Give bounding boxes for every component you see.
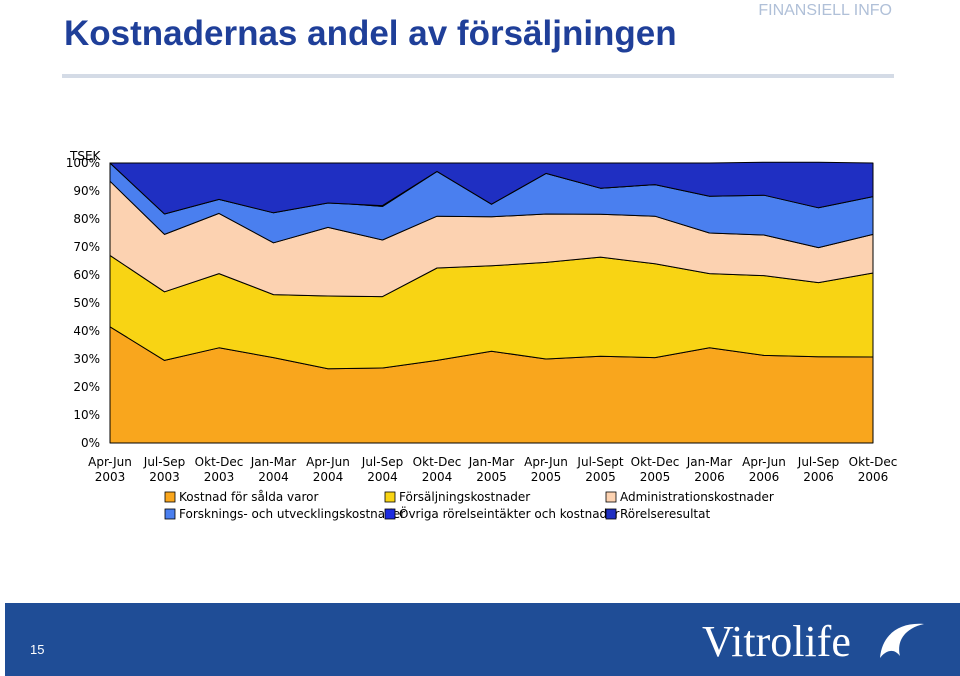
vitrolife-logo: Vitrolife xyxy=(702,617,924,666)
x-tick-label: Jan-Mar 2005 xyxy=(468,455,515,484)
x-tick-label: Jul-Sep 2006 xyxy=(797,455,839,484)
x-tick-label: Okt-Dec 2006 xyxy=(849,455,898,484)
y-tick-label: 70% xyxy=(73,240,100,254)
y-tick-label: 50% xyxy=(73,296,100,310)
y-tick-label: 90% xyxy=(73,184,100,198)
x-tick-label: Okt-Dec 2004 xyxy=(413,455,462,484)
x-tick-label: Apr-Jun 2004 xyxy=(306,455,350,484)
legend-swatch xyxy=(605,508,617,520)
y-tick-label: 60% xyxy=(73,268,100,282)
x-tick-label: Jul-Sept 2005 xyxy=(576,455,623,484)
legend-label: Administrationskostnader xyxy=(620,490,774,504)
x-tick-label: Jan-Mar 2006 xyxy=(686,455,733,484)
legend-label: Rörelseresultat xyxy=(620,507,710,521)
legend-swatch xyxy=(384,491,396,503)
y-tick-label: 100% xyxy=(66,156,100,170)
legend-swatch xyxy=(605,491,617,503)
legend-label: Övriga rörelseintäkter och kostnader xyxy=(399,505,620,521)
x-tick-label: Okt-Dec 2003 xyxy=(195,455,244,484)
y-tick-label: 0% xyxy=(81,436,100,450)
page-title: Kostnadernas andel av försäljningen xyxy=(64,14,677,53)
legend-label: Kostnad för sålda varor xyxy=(179,490,318,504)
y-tick-label: 20% xyxy=(73,380,100,394)
x-tick-label: Okt-Dec 2005 xyxy=(631,455,680,484)
legend-swatch xyxy=(164,491,176,503)
page-number: 15 xyxy=(30,642,45,657)
legend-swatch xyxy=(164,508,176,520)
x-tick-label: Jan-Mar 2004 xyxy=(250,455,297,484)
y-tick-label: 30% xyxy=(73,352,100,366)
legend-swatch xyxy=(384,508,396,520)
title-divider xyxy=(62,74,894,78)
legend-label: Försäljningskostnader xyxy=(399,490,530,504)
legend-label: Forsknings- och utvecklingskostnader xyxy=(179,507,405,521)
x-tick-label: Apr-Jun 2003 xyxy=(88,455,132,484)
logo-swirl-icon xyxy=(880,623,924,658)
x-tick-label: Jul-Sep 2004 xyxy=(361,455,403,484)
x-tick-label: Jul-Sep 2003 xyxy=(143,455,185,484)
y-tick-label: 40% xyxy=(73,324,100,338)
y-axis: 0% 10% 20% 30% 40% 50% 60% 70% 80% 90% 100% xyxy=(66,156,100,450)
cost-share-area-chart: TSEK 0% 10% 20% 30% 40% 50% 60% 70% 80% 90% 100% A… xyxy=(66,149,898,521)
y-tick-label: 10% xyxy=(73,408,100,422)
logo-wordmark: Vitrolife xyxy=(702,617,851,666)
y-unit-label: TSEK xyxy=(69,149,102,163)
x-tick-label: Apr-Jun 2005 xyxy=(524,455,568,484)
footer-bar xyxy=(5,603,960,676)
area-series-6 xyxy=(109,161,874,215)
section-label: FINANSIELL INFO xyxy=(758,2,892,19)
legend: Kostnad för sålda varor Försäljningskostn… xyxy=(164,490,774,521)
area-layers xyxy=(109,161,874,444)
y-tick-label: 80% xyxy=(73,212,100,226)
x-tick-label: Apr-Jun 2006 xyxy=(742,455,786,484)
